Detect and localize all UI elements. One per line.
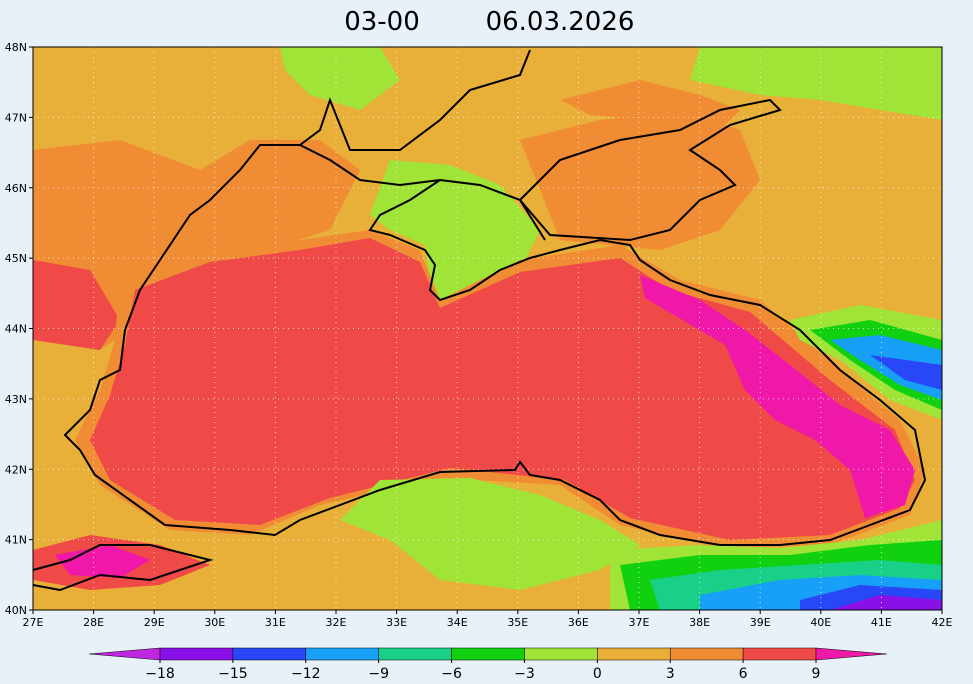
colorbar-label: −15 — [218, 666, 248, 682]
lat-tick-label: 40N — [5, 604, 27, 617]
colorbar-label: −9 — [368, 666, 389, 682]
colorbar-segment — [159, 647, 234, 661]
colorbar-segment — [378, 647, 452, 661]
lat-tick-label: 45N — [5, 252, 27, 265]
lat-tick-label: 42N — [5, 463, 27, 476]
lon-tick-label: 32E — [326, 616, 347, 629]
lon-tick-label: 35E — [507, 616, 528, 629]
title-time: 03-00 — [344, 7, 420, 37]
lat-tick-label: 48N — [5, 41, 27, 54]
lon-tick-label: 37E — [629, 616, 650, 629]
colorbar-segment — [305, 647, 379, 661]
coastline — [32, 49, 927, 592]
title-date: 06.03.2026 — [486, 7, 635, 37]
lon-tick-label: 40E — [810, 616, 831, 629]
lon-tick-label: 41E — [871, 616, 892, 629]
lat-tick-label: 41N — [5, 534, 27, 547]
colorbar-segment — [669, 647, 744, 661]
colorbar-segment — [232, 647, 307, 661]
lon-tick-label: 34E — [447, 616, 468, 629]
colorbar-label: −18 — [145, 666, 175, 682]
lat-tick-label: 44N — [5, 323, 27, 336]
lat-tick-label: 47N — [5, 111, 27, 124]
lon-tick-label: 36E — [568, 616, 589, 629]
lon-tick-label: 30E — [204, 616, 225, 629]
colorbar-label: −3 — [514, 666, 535, 682]
colorbar-label: 6 — [739, 666, 748, 682]
colorbar-extend-low — [89, 647, 161, 661]
lon-tick-label: 33E — [386, 616, 407, 629]
colorbar: −18 −15 −12 −9 −6 −3 0 3 6 9 — [89, 647, 887, 682]
colorbar-extend-high — [815, 647, 887, 661]
lon-tick-label: 39E — [750, 616, 771, 629]
colorbar-label: 9 — [812, 666, 821, 682]
colorbar-segment — [451, 647, 525, 661]
lon-tick-label: 27E — [23, 616, 44, 629]
colorbar-segment — [742, 647, 817, 661]
colorbar-segment — [597, 647, 671, 661]
lon-tick-label: 38E — [689, 616, 710, 629]
map-field — [33, 47, 942, 610]
lon-tick-label: 42E — [932, 616, 953, 629]
lon-tick-label: 29E — [144, 616, 165, 629]
colorbar-label: −12 — [291, 666, 321, 682]
colorbar-label: −6 — [441, 666, 462, 682]
lat-tick-label: 46N — [5, 182, 27, 195]
colorbar-segment — [524, 647, 598, 661]
lat-tick-label: 43N — [5, 393, 27, 406]
colorbar-label: 3 — [666, 666, 675, 682]
lon-tick-label: 31E — [265, 616, 286, 629]
lon-tick-label: 28E — [83, 616, 104, 629]
colorbar-label: 0 — [593, 666, 602, 682]
